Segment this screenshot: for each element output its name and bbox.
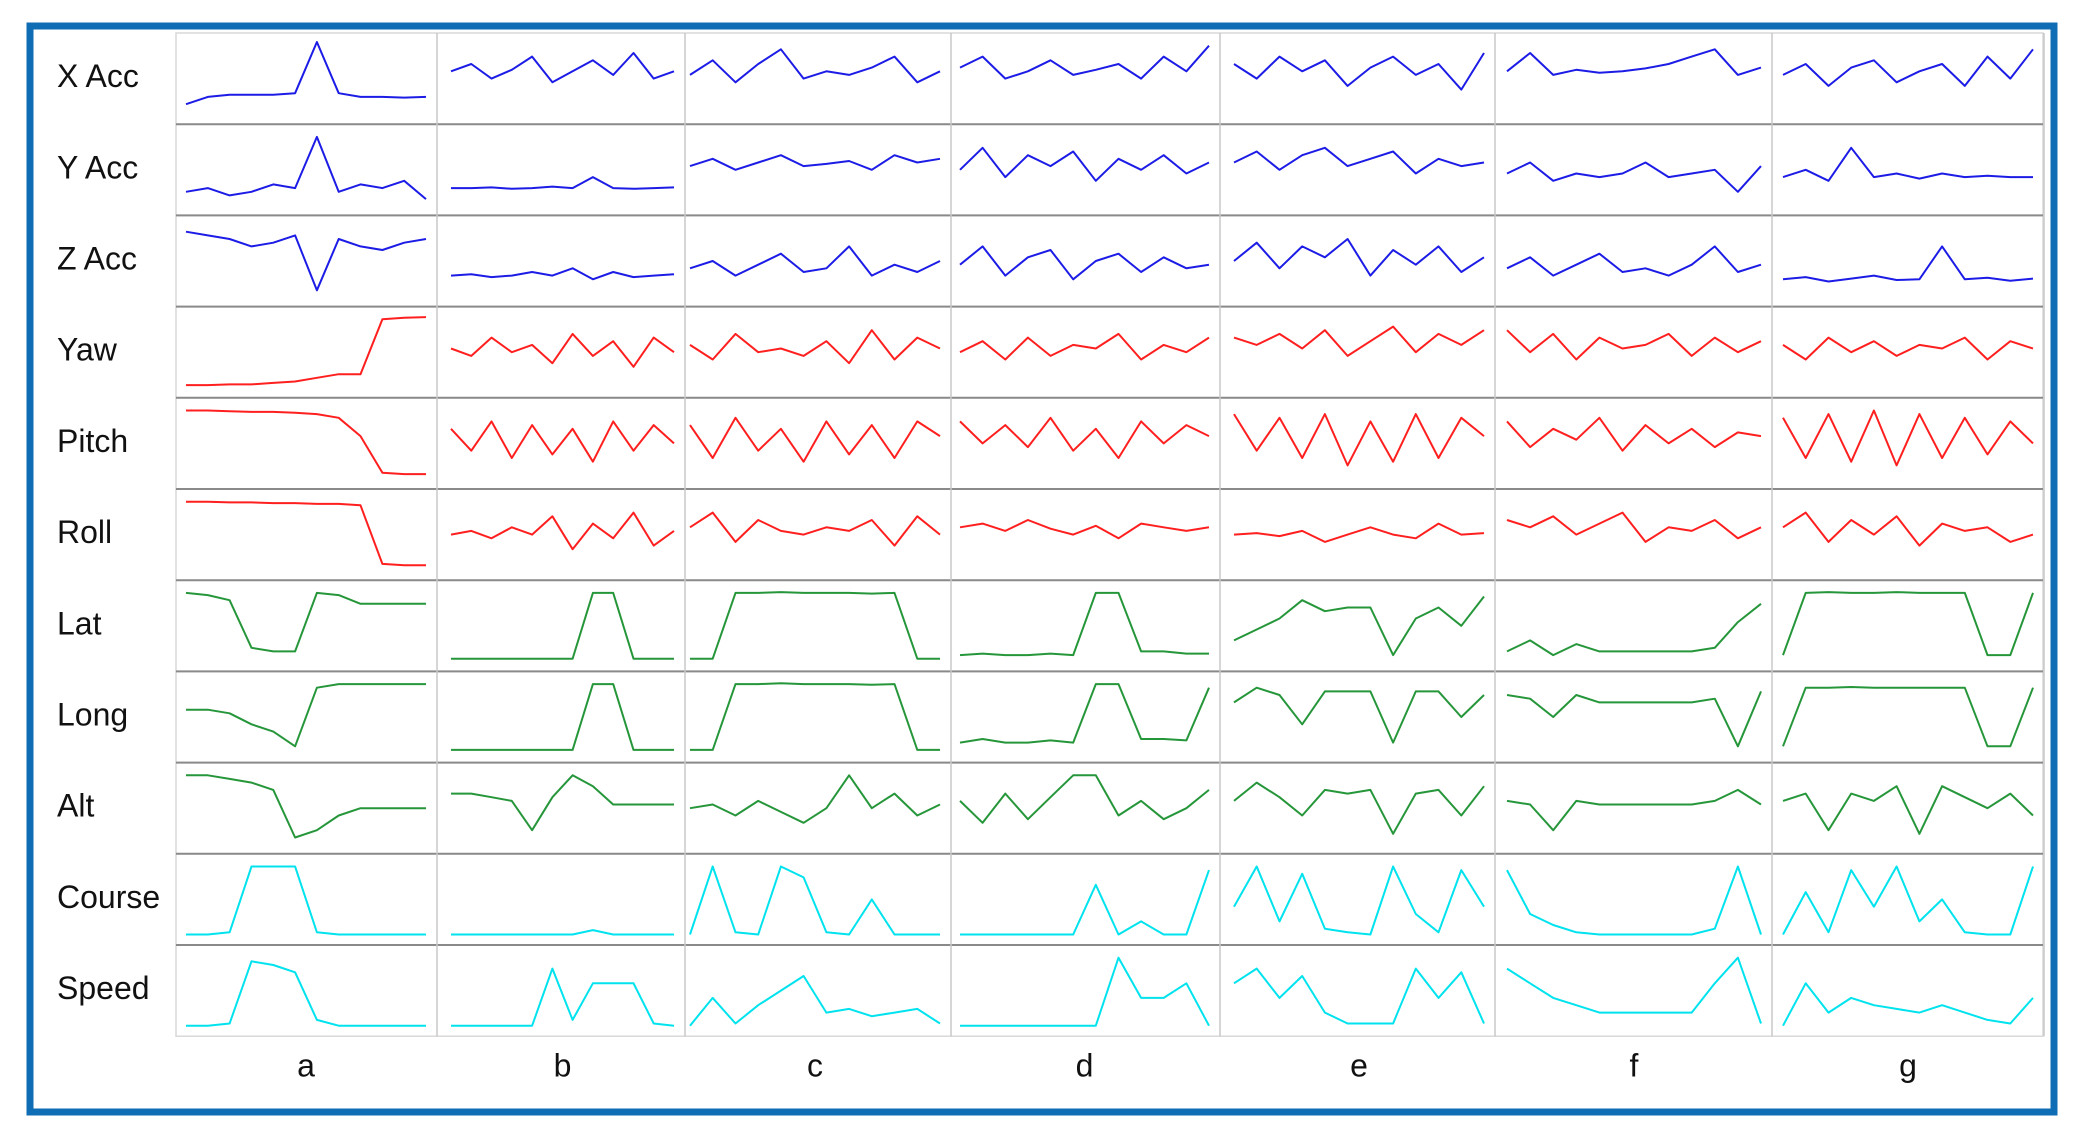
signal-line xyxy=(959,683,1210,744)
signal-line xyxy=(1782,245,2034,283)
signal-line xyxy=(690,591,940,660)
signal-line xyxy=(1782,409,2034,467)
signal-line xyxy=(450,420,675,463)
signal-line xyxy=(185,41,427,106)
signal-line xyxy=(450,52,675,84)
signal-line xyxy=(959,774,1210,824)
row-label: Long xyxy=(57,696,128,732)
signal-line xyxy=(1233,865,1485,936)
signal-line xyxy=(689,154,941,171)
signal-line xyxy=(1506,788,1762,832)
signal-line xyxy=(1233,52,1485,91)
signal-line xyxy=(186,500,426,567)
signal-line xyxy=(960,956,1210,1027)
signal-line xyxy=(959,591,1209,657)
signal-line xyxy=(450,332,675,368)
col-label: e xyxy=(1350,1047,1368,1083)
signal-line xyxy=(185,135,427,200)
col-label: a xyxy=(297,1047,315,1083)
row-label: Pitch xyxy=(57,423,128,459)
signal-line xyxy=(689,329,941,365)
signal-line xyxy=(186,409,426,476)
signal-line xyxy=(1233,413,1485,467)
signal-line xyxy=(451,929,674,936)
signal-line xyxy=(1782,982,2034,1027)
col-label: f xyxy=(1630,1047,1639,1083)
signal-line xyxy=(450,267,675,281)
signal-line xyxy=(959,416,1210,459)
signal-line xyxy=(1782,336,2034,361)
signal-line xyxy=(689,48,941,84)
signal-line xyxy=(1506,161,1762,193)
signal-line xyxy=(186,774,426,839)
frame xyxy=(26,22,2058,1116)
col-label: g xyxy=(1899,1047,1917,1083)
signal-line xyxy=(1782,865,2034,936)
row-label: Yaw xyxy=(57,332,118,368)
signal-line xyxy=(1233,325,1485,357)
signal-line xyxy=(1506,48,1762,76)
signal-line xyxy=(959,245,1210,281)
row-label: Alt xyxy=(57,788,94,824)
signal-line xyxy=(451,967,675,1027)
signal-line xyxy=(1233,146,1485,175)
signal-line xyxy=(1782,686,2034,748)
signal-line xyxy=(959,45,1210,80)
signal-line xyxy=(186,865,426,936)
signal-line xyxy=(689,865,940,936)
signal-line xyxy=(689,511,941,547)
signal-line xyxy=(186,960,426,1027)
signal-line xyxy=(186,316,427,387)
signal-line xyxy=(1782,785,2034,835)
signal-line xyxy=(960,869,1210,936)
row-label: Speed xyxy=(57,970,150,1006)
signal-line xyxy=(1506,329,1762,361)
signal-line xyxy=(451,683,674,751)
signal-line xyxy=(959,519,1210,540)
signal-line xyxy=(186,683,426,748)
signal-line xyxy=(450,511,675,551)
signal-line xyxy=(1233,595,1485,657)
signal-line xyxy=(1233,522,1485,543)
signal-line xyxy=(451,774,674,832)
signal-line xyxy=(1782,591,2034,657)
signal-line xyxy=(1506,245,1762,277)
signal-line xyxy=(1233,686,1485,744)
signal-line xyxy=(1782,146,2033,182)
signal-line xyxy=(1506,511,1762,543)
signal-line xyxy=(185,591,426,653)
signal-line xyxy=(689,774,941,824)
row-label: Course xyxy=(57,879,160,915)
col-label: c xyxy=(807,1047,823,1083)
signal-line xyxy=(1506,691,1762,748)
signal-line xyxy=(1782,48,2034,87)
row-label: Y Acc xyxy=(57,149,138,185)
row-label: Roll xyxy=(57,514,112,550)
signal-line xyxy=(959,146,1210,182)
signal-line xyxy=(689,245,941,277)
signal-line xyxy=(451,176,675,190)
signal-line xyxy=(690,682,940,751)
signal-line xyxy=(1506,865,1762,936)
row-label: Z Acc xyxy=(57,240,137,276)
col-label: d xyxy=(1076,1047,1094,1083)
signal-line xyxy=(689,416,941,463)
signal-line xyxy=(1506,416,1762,452)
row-label: X Acc xyxy=(57,58,139,94)
signal-line xyxy=(1506,603,1762,657)
signal-line xyxy=(451,591,674,660)
signal-line xyxy=(959,332,1210,361)
signal-line xyxy=(689,975,941,1027)
signal-line xyxy=(1233,967,1485,1025)
signal-line xyxy=(185,230,427,292)
col-label: b xyxy=(554,1047,572,1083)
signal-line xyxy=(1506,956,1762,1024)
signal-line xyxy=(1233,238,1485,277)
row-label: Lat xyxy=(57,605,102,641)
signal-line xyxy=(1233,781,1485,835)
signal-line xyxy=(1782,511,2034,547)
